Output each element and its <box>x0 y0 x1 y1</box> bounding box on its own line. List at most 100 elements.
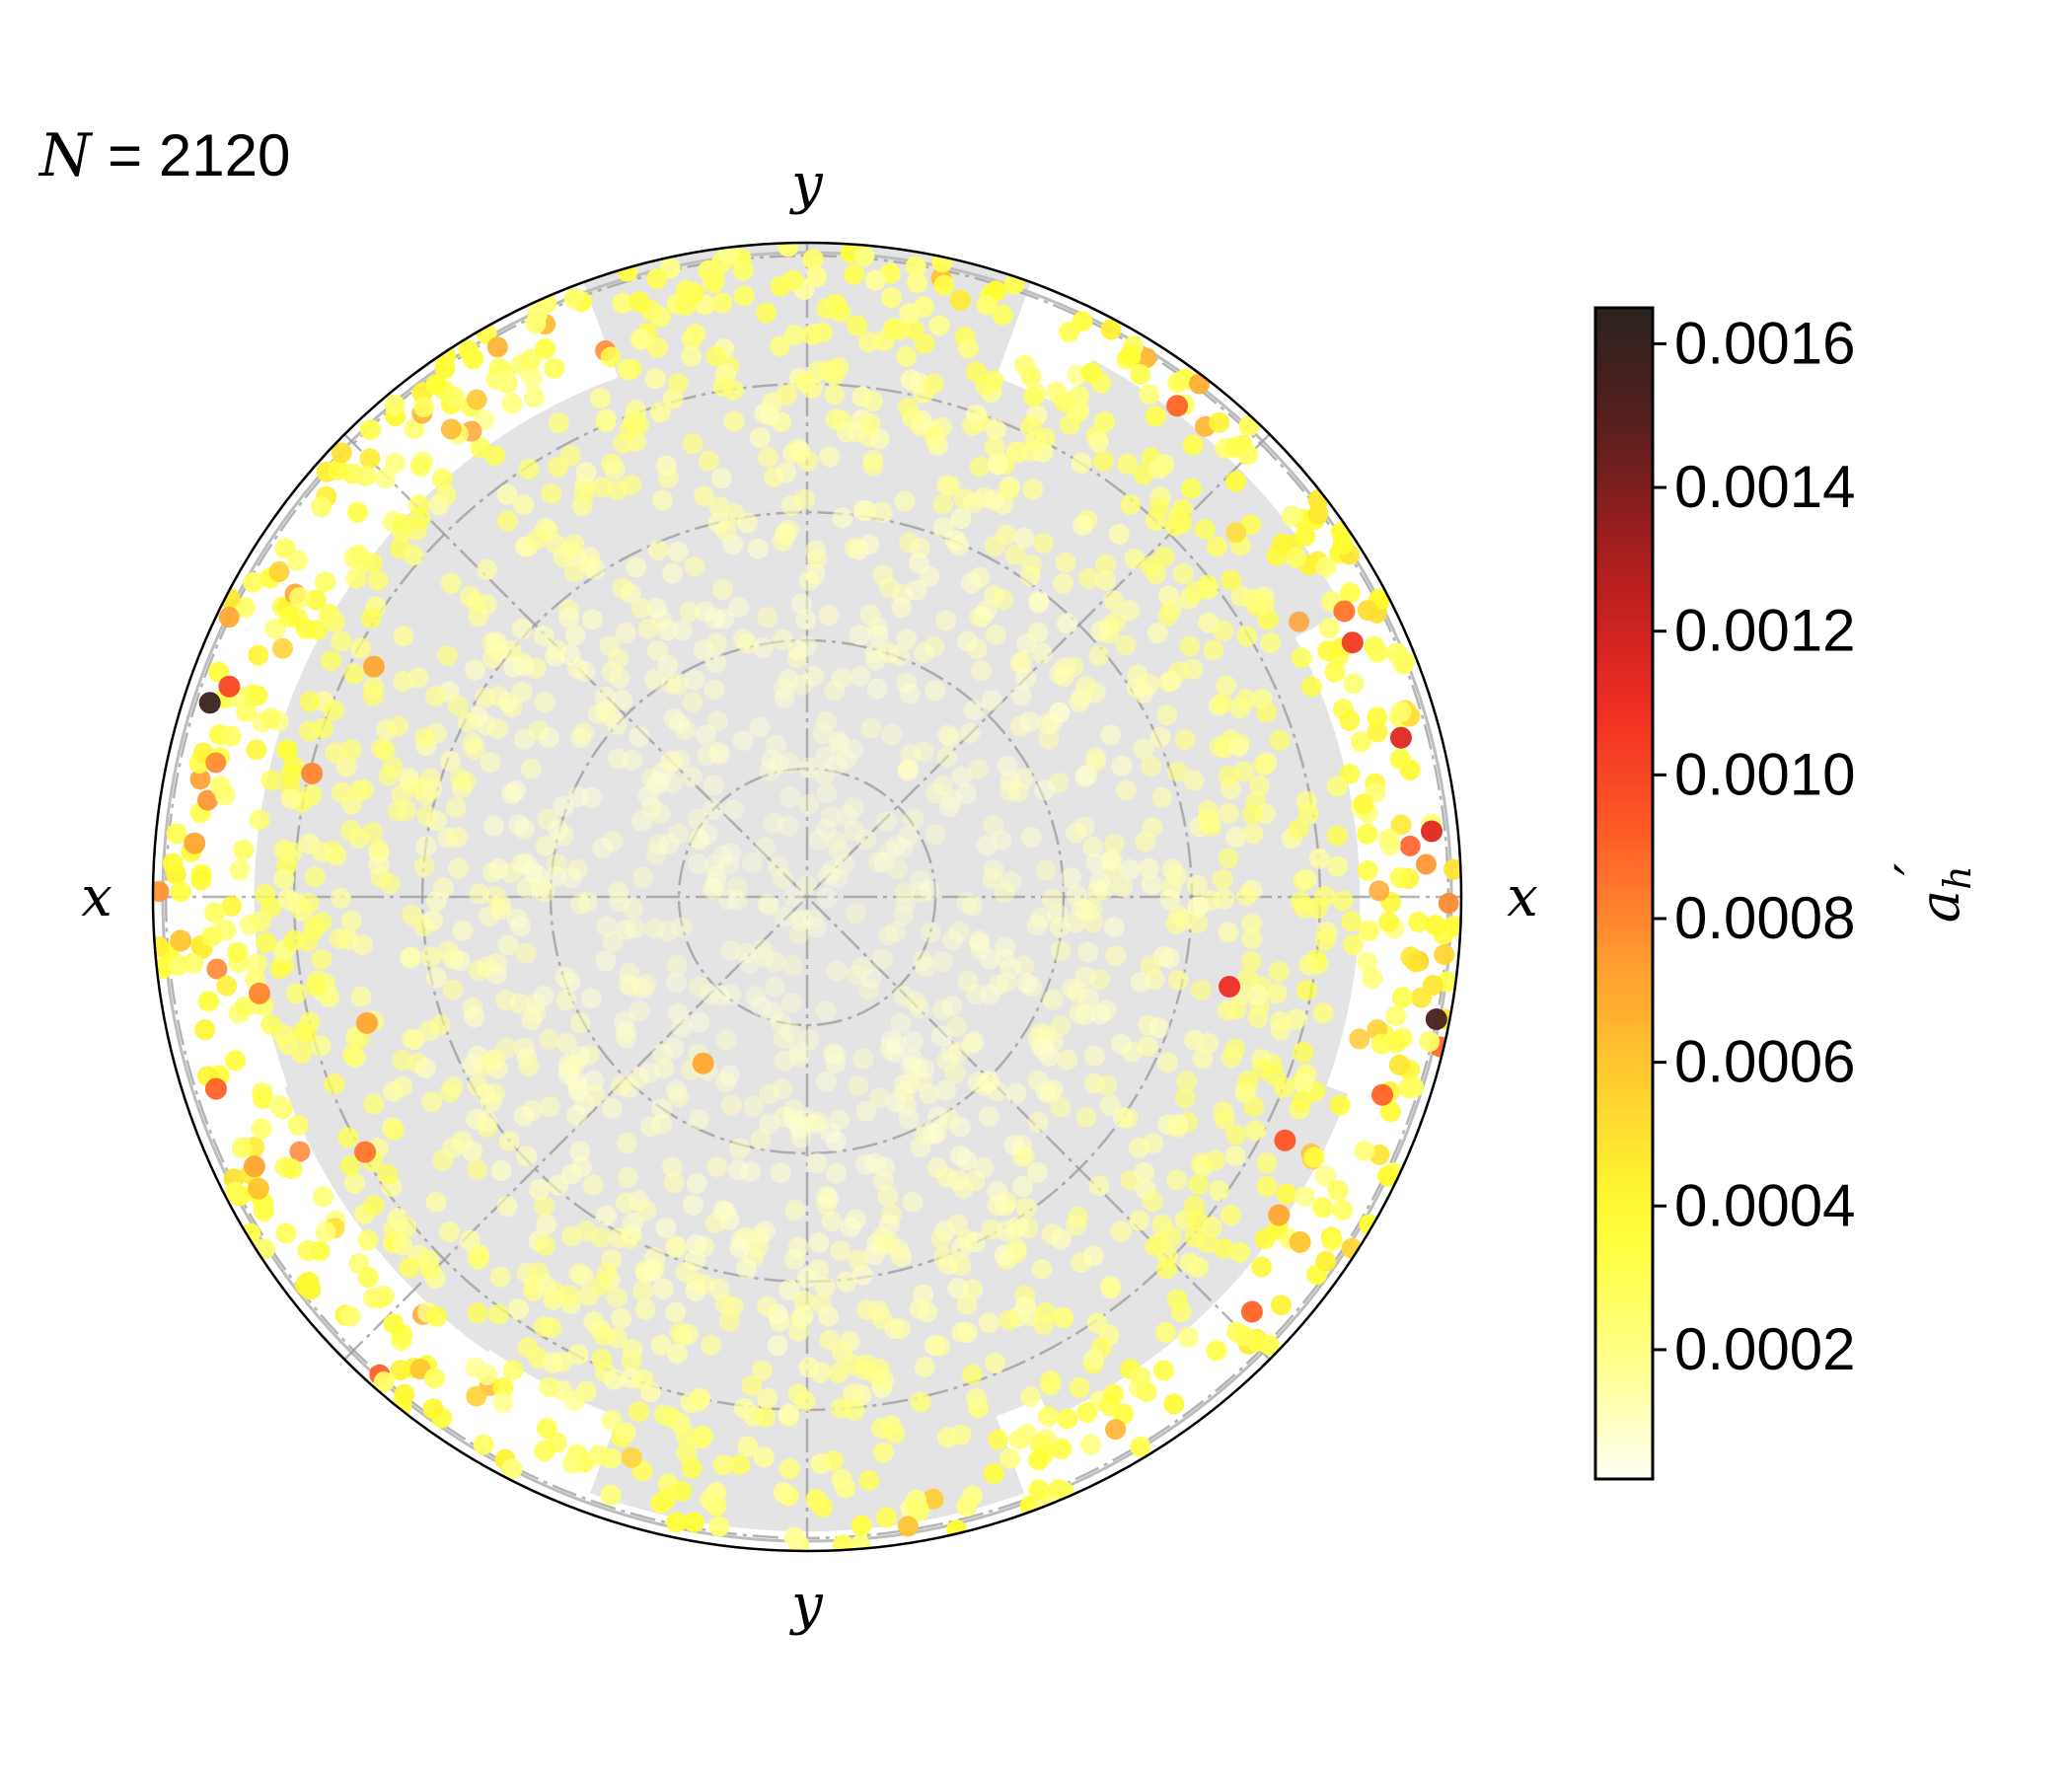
scatter-point <box>755 837 777 858</box>
scatter-points <box>153 243 1461 1551</box>
scatter-point <box>331 442 352 464</box>
scatter-point <box>1008 1429 1030 1450</box>
scatter-point <box>1357 600 1378 621</box>
scatter-point <box>662 562 684 584</box>
scatter-point <box>1171 498 1193 520</box>
scatter-point <box>877 1185 899 1207</box>
scatter-point <box>516 877 538 899</box>
scatter-point <box>1149 726 1171 748</box>
scatter-point-high <box>1219 976 1240 998</box>
scatter-point <box>387 800 408 822</box>
scatter-point <box>501 393 523 414</box>
scatter-point <box>637 785 659 807</box>
scatter-point <box>1145 406 1166 427</box>
scatter-point <box>1139 673 1160 695</box>
scatter-point <box>944 1062 966 1083</box>
scatter-point <box>790 593 812 615</box>
colorbar-label-base: a <box>1908 890 1972 923</box>
scatter-point <box>892 838 914 859</box>
scatter-point <box>1022 386 1044 407</box>
scatter-point <box>1060 413 1080 435</box>
scatter-point <box>858 979 880 1000</box>
scatter-point <box>783 1526 805 1548</box>
scatter-point <box>1188 896 1210 918</box>
scatter-point <box>564 625 586 646</box>
scatter-point <box>1194 519 1216 540</box>
scatter-point <box>574 661 596 683</box>
scatter-point <box>836 805 857 827</box>
scatter-point <box>573 722 595 744</box>
scatter-point <box>708 741 730 763</box>
scatter-point <box>889 1318 911 1340</box>
scatter-point <box>761 749 782 771</box>
scatter-point <box>988 1429 1008 1450</box>
scatter-point <box>1016 972 1037 994</box>
scatter-point <box>826 960 848 982</box>
scatter-point <box>629 329 651 350</box>
scatter-point <box>925 824 946 846</box>
scatter-point <box>607 1287 628 1308</box>
scatter-point <box>204 902 225 924</box>
scatter-point <box>362 1288 384 1308</box>
scatter-point <box>197 991 219 1012</box>
scatter-point <box>201 925 223 947</box>
scatter-point <box>708 496 730 518</box>
scatter-point <box>919 879 940 901</box>
scatter-point <box>816 1071 838 1092</box>
scatter-point <box>984 489 1004 511</box>
scatter-point <box>735 1258 757 1280</box>
scatter-point <box>1227 736 1249 758</box>
scatter-point <box>604 459 626 481</box>
scatter-point <box>413 397 435 417</box>
scatter-point <box>708 744 730 766</box>
scatter-point <box>357 1267 379 1288</box>
scatter-point <box>1057 1408 1078 1430</box>
scatter-point <box>1182 658 1204 680</box>
scatter-point-high <box>1371 1083 1393 1106</box>
scatter-point <box>542 1352 563 1373</box>
scatter-point <box>517 1337 539 1359</box>
scatter-point <box>534 1195 555 1217</box>
scatter-point <box>539 1096 560 1118</box>
scatter-point <box>715 520 737 542</box>
scatter-point <box>792 909 814 930</box>
scatter-point <box>1339 710 1361 731</box>
scatter-point <box>782 269 804 291</box>
scatter-point <box>1133 738 1154 760</box>
scatter-point <box>757 1295 778 1317</box>
scatter-point <box>828 357 850 379</box>
scatter-point <box>467 1074 488 1096</box>
scatter-point <box>919 1083 940 1105</box>
scatter-point <box>484 1049 505 1071</box>
scatter-point <box>849 625 870 646</box>
scatter-point <box>991 830 1012 851</box>
scatter-point <box>401 946 422 968</box>
scatter-point <box>1212 693 1233 714</box>
scatter-point <box>1151 786 1173 808</box>
scatter-point <box>246 739 267 761</box>
scatter-point <box>460 1229 481 1251</box>
scatter-point <box>649 802 671 824</box>
scatter-point <box>777 243 799 258</box>
scatter-point <box>816 298 838 319</box>
scatter-point <box>1185 581 1207 603</box>
scatter-point <box>509 993 531 1014</box>
scatter-point <box>671 1016 693 1038</box>
scatter-point <box>689 829 710 850</box>
scatter-point <box>644 368 666 390</box>
scatter-point <box>728 597 750 619</box>
scatter-point <box>418 1249 439 1271</box>
scatter-point <box>830 1240 851 1262</box>
scatter-point <box>221 896 243 917</box>
scatter-point <box>1130 363 1151 385</box>
scatter-point <box>773 1028 794 1050</box>
scatter-point <box>759 760 780 781</box>
scatter-point <box>763 1001 784 1023</box>
scatter-point <box>1326 825 1348 847</box>
scatter-point <box>1204 1149 1225 1171</box>
scatter-point <box>298 1271 320 1293</box>
scatter-point <box>900 744 922 765</box>
scatter-point <box>315 1221 336 1243</box>
scatter-point <box>681 345 703 367</box>
scatter-point <box>384 452 406 474</box>
